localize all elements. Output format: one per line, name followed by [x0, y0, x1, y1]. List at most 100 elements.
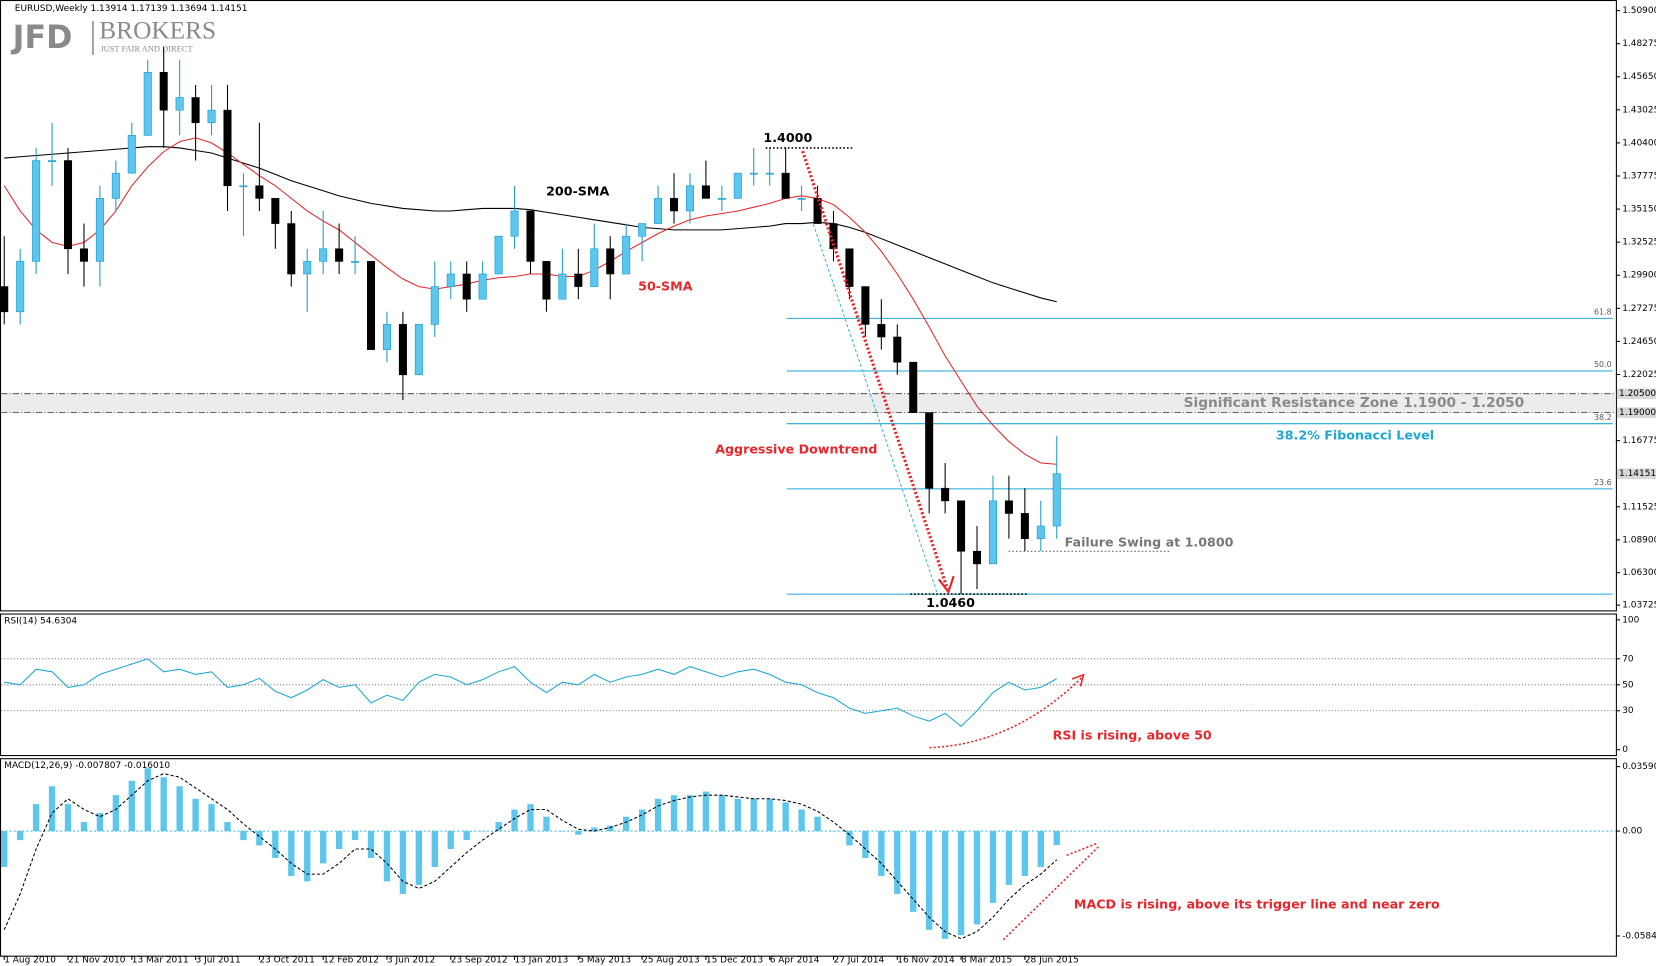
- macd-bar: [399, 831, 407, 894]
- candle-body: [861, 286, 870, 325]
- macd-bar: [973, 831, 981, 925]
- fib-label: 61.8: [1594, 308, 1612, 317]
- candle-body: [303, 261, 312, 275]
- candle-body: [367, 261, 376, 350]
- candle-body: [654, 198, 663, 224]
- logo-name: BROKERS: [99, 17, 216, 45]
- price-box: [1616, 407, 1656, 418]
- y-tick-label: 1.29900: [1622, 271, 1656, 281]
- y-tick-label: 1.50900: [1622, 6, 1656, 16]
- macd-bar: [862, 831, 869, 858]
- macd-bar: [335, 831, 343, 850]
- macd-bar: [304, 831, 311, 882]
- candle-body: [1052, 473, 1061, 527]
- x-tick-label: 27 Jul 2014: [833, 955, 884, 965]
- macd-bar: [320, 831, 327, 864]
- candle-body: [988, 500, 997, 565]
- x-tick-label: 25 Aug 2013: [642, 955, 699, 965]
- macd-bar: [591, 827, 598, 832]
- candle-body: [765, 172, 774, 175]
- last-price-label: 1.14151: [1619, 469, 1656, 479]
- candle-body: [430, 286, 439, 325]
- macd-bar: [511, 809, 518, 832]
- macd-bar: [256, 831, 263, 846]
- macd-bar: [575, 831, 582, 835]
- x-tick-label: 23 Sep 2012: [451, 955, 508, 965]
- macd-bar: [607, 825, 614, 832]
- candle-body: [79, 248, 88, 262]
- candle-body: [717, 198, 726, 200]
- macd-bar: [447, 831, 454, 850]
- x-tick-label: 23 Oct 2011: [259, 955, 314, 965]
- macd-bar: [623, 816, 630, 832]
- panel-frame: [0, 758, 1617, 957]
- macd-bar: [367, 831, 375, 858]
- candle-body: [414, 324, 423, 376]
- candle-body: [510, 210, 519, 237]
- y-tick-label: 0: [1622, 745, 1628, 755]
- logo-mark: JFD: [11, 20, 73, 56]
- candle-body: [781, 172, 790, 199]
- x-tick-label: 13 Mar 2011: [132, 955, 189, 965]
- macd-bar: [638, 809, 646, 832]
- macd-bar: [941, 831, 949, 939]
- failure-swing-label: Failure Swing at 1.0800: [1065, 534, 1234, 549]
- macd-bar: [1, 831, 8, 867]
- macd-bar: [1005, 831, 1013, 885]
- macd-bar: [48, 786, 56, 832]
- macd-bar: [288, 831, 295, 876]
- candle-body: [797, 198, 806, 200]
- macd-bar: [750, 798, 757, 832]
- macd-bar: [798, 809, 805, 832]
- macd-bar: [766, 798, 773, 832]
- macd-bar: [383, 831, 391, 882]
- candle-body: [813, 198, 822, 224]
- macd-bar: [559, 831, 566, 832]
- candle-body: [95, 198, 104, 262]
- candle-body: [973, 550, 982, 565]
- candle-body: [893, 336, 902, 363]
- candle-body: [542, 261, 551, 300]
- candle-body: [16, 261, 25, 313]
- candle-body: [638, 223, 647, 237]
- candle-body: [64, 160, 73, 250]
- price-box-label: 1.19000: [1619, 408, 1656, 418]
- macd-bar: [686, 795, 694, 832]
- candle-body: [685, 185, 694, 212]
- x-tick-label: 3 Jun 2012: [387, 955, 435, 965]
- fib-label: 23.6: [1594, 478, 1612, 487]
- panel-title: MACD(12,26,9) -0.007807 -0.016010: [4, 761, 170, 771]
- sma-line: [4, 146, 1057, 303]
- candle-body: [670, 198, 679, 212]
- macd-bar: [80, 822, 88, 832]
- x-tick-label: 21 Nov 2010: [68, 955, 126, 965]
- candle-body: [382, 324, 391, 350]
- candle-body: [574, 273, 583, 287]
- macd-bar: [670, 795, 678, 832]
- macd-bar: [926, 831, 933, 930]
- y-tick-label: 1.35150: [1622, 205, 1656, 215]
- macd-bar: [894, 831, 901, 894]
- macd-bar: [192, 798, 199, 832]
- candle-body: [239, 185, 248, 188]
- candle-body: [191, 97, 200, 124]
- macd-bar: [495, 822, 502, 832]
- downtrend-note: Aggressive Downtrend: [715, 441, 877, 456]
- macd-arrow: [1066, 842, 1097, 857]
- y-tick-label: 1.06300: [1622, 568, 1656, 578]
- candle-body: [111, 172, 120, 199]
- macd-bar: [17, 831, 24, 841]
- price-box: [1616, 388, 1656, 399]
- candle-body: [558, 273, 567, 300]
- candle-body: [957, 500, 966, 552]
- candle-body: [1036, 525, 1045, 539]
- macd-bar: [782, 802, 789, 832]
- rsi-line: [4, 658, 1058, 728]
- fib-label: 38.2: [1594, 413, 1612, 422]
- macd-bar: [32, 804, 40, 832]
- y-tick-label: 1.03725: [1622, 601, 1656, 611]
- macd-bar: [160, 777, 167, 832]
